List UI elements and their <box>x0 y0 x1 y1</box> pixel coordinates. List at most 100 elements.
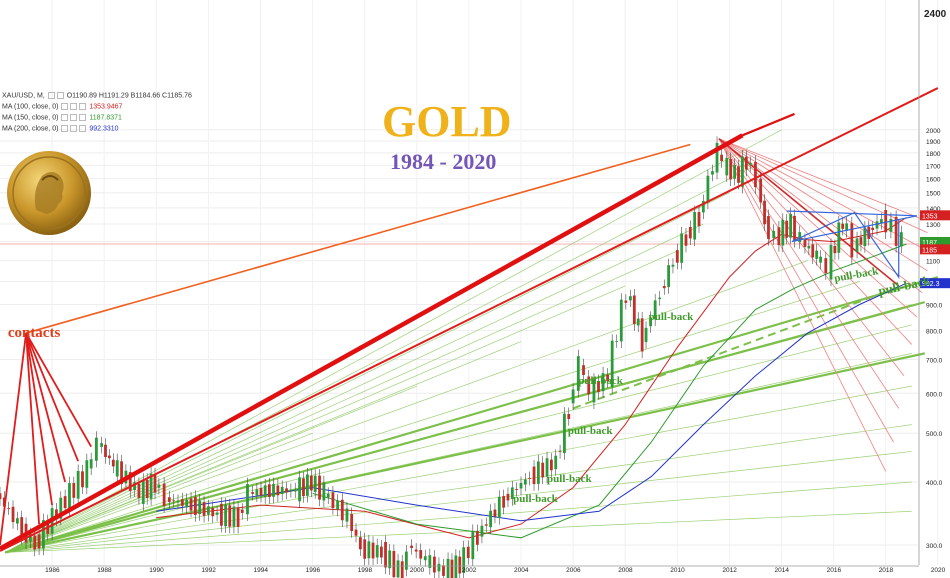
price-label-box <box>920 236 950 247</box>
candle-body <box>259 487 263 496</box>
fan-line <box>5 451 912 553</box>
chart-grid <box>0 0 939 565</box>
trend-lines <box>0 87 939 552</box>
candle-body <box>785 220 789 238</box>
candle-body <box>2 497 6 507</box>
candle-body <box>414 549 418 552</box>
candle-body <box>128 472 132 492</box>
candle-body <box>428 555 432 568</box>
candle-body <box>141 479 145 504</box>
candle-body <box>454 555 458 578</box>
candle-body <box>803 239 807 247</box>
pull-back-annotation: pull-back <box>513 493 558 506</box>
candle-body <box>480 525 484 537</box>
candle-body <box>236 507 240 527</box>
candle-body <box>94 437 98 461</box>
red-fan-line <box>718 138 923 220</box>
candle-body <box>789 213 793 238</box>
candle-body <box>640 318 644 352</box>
candle-body <box>81 471 84 488</box>
candle-body <box>536 461 540 484</box>
candle-body <box>754 162 757 188</box>
candle-body <box>276 485 280 496</box>
settings-icon[interactable] <box>70 103 78 110</box>
candle-body <box>597 381 600 393</box>
candle-body <box>313 475 317 492</box>
fan-line-bold <box>4 352 926 554</box>
price-label-box <box>920 244 950 255</box>
contacts-fan-line <box>0 332 27 546</box>
settings-icon[interactable] <box>70 125 78 132</box>
candle-body <box>558 451 562 453</box>
y-tick-label: 1100 <box>926 259 940 266</box>
candle-body <box>777 227 781 246</box>
close-icon[interactable] <box>79 103 87 110</box>
candle-body <box>871 227 875 231</box>
candle-body <box>528 478 532 479</box>
trend-fans <box>4 129 939 554</box>
ma150-label: MA (150, close, 0) <box>2 114 59 122</box>
candle-body <box>302 478 305 497</box>
main-trend-extension <box>742 112 795 137</box>
close-icon[interactable] <box>79 114 87 121</box>
candle-body <box>629 296 632 301</box>
upper-resistance-line <box>25 143 691 334</box>
candle-body <box>582 365 585 375</box>
candle-body <box>879 219 883 223</box>
candle-body <box>601 373 605 392</box>
candle-body <box>111 459 115 467</box>
candle-body <box>176 500 180 503</box>
price-axis: 300.0400.0500.0600.0700.0800.0900.010001… <box>918 0 950 565</box>
candle-body <box>554 455 558 470</box>
visibility-icon[interactable] <box>61 114 69 121</box>
candle-body <box>824 258 828 274</box>
x-tick-label: 2002 <box>462 567 477 574</box>
y-tick-label: 700.0 <box>926 358 943 365</box>
price-label-box <box>920 278 950 289</box>
candle-body <box>506 493 510 501</box>
close-icon[interactable] <box>79 125 87 132</box>
candle-body <box>741 156 744 187</box>
candle-body <box>289 489 293 491</box>
candle-body <box>807 245 811 249</box>
price-label-box <box>920 210 950 221</box>
time-axis: 1986 1988 1990 1992 1994 1996 1998 2000 2002 2004… <box>0 565 946 574</box>
candle-body <box>850 223 854 258</box>
fan-line <box>5 281 860 553</box>
contacts-fan-line <box>25 332 79 462</box>
settings-icon[interactable] <box>47 92 55 99</box>
candle-body <box>388 550 392 569</box>
y-tick-label: 400.0 <box>926 480 943 487</box>
red-fan-line <box>718 138 923 294</box>
candle-body <box>293 489 297 492</box>
candle-body <box>162 483 166 506</box>
candle-body <box>644 327 648 343</box>
x-tick-label: 2014 <box>775 567 790 574</box>
gold-coin-icon <box>7 151 91 235</box>
candle-body <box>198 500 202 515</box>
candle-body <box>120 461 123 484</box>
candle-body <box>318 475 321 500</box>
candle-body <box>220 503 223 526</box>
candle-body <box>85 460 89 488</box>
candle-body <box>384 541 387 568</box>
candle-body <box>263 485 267 498</box>
candle-body <box>693 212 697 240</box>
candle-body <box>419 550 423 559</box>
y-tick-label: 800.0 <box>926 328 943 335</box>
settings-icon[interactable] <box>70 114 78 121</box>
candle-body <box>423 556 427 561</box>
visibility-icon[interactable] <box>61 125 69 132</box>
visibility-icon[interactable] <box>61 103 69 110</box>
candle-body <box>228 505 232 527</box>
x-tick-label: 1988 <box>97 567 112 574</box>
candle-body <box>744 156 748 170</box>
ma200-label: MA (200, close, 0) <box>2 125 59 133</box>
contacts-fan-line <box>25 332 92 448</box>
candle-body <box>326 493 330 498</box>
fan-line <box>5 510 912 553</box>
candle-body <box>211 507 215 517</box>
candle-body <box>20 517 24 538</box>
close-icon[interactable] <box>56 92 64 99</box>
candle-body <box>336 500 340 510</box>
